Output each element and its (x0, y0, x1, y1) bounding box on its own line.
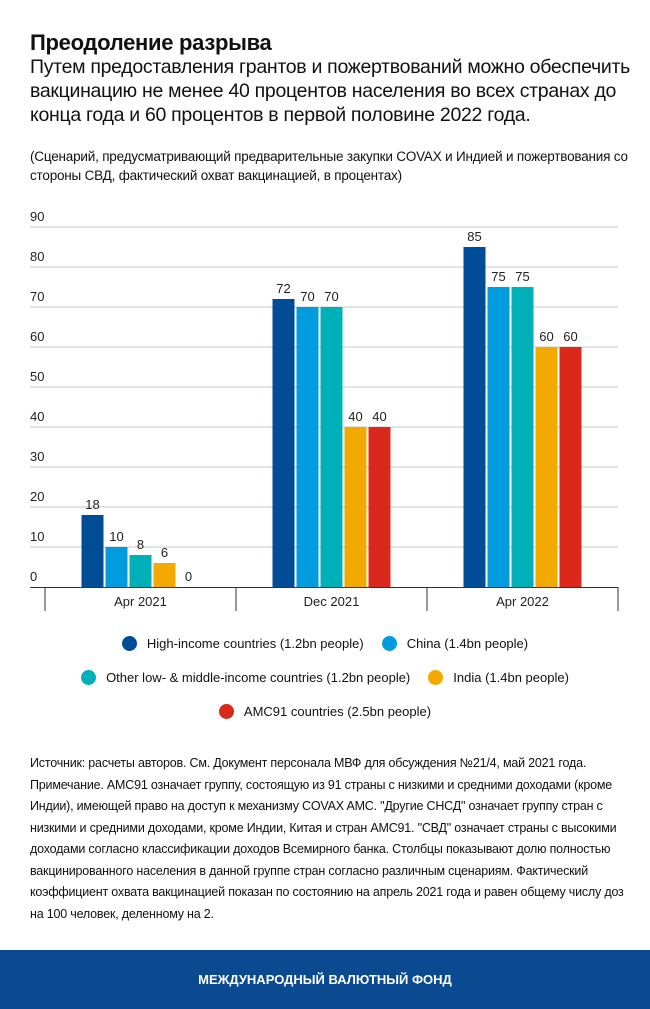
y-tick-label: 0 (30, 569, 37, 584)
bar (487, 287, 510, 587)
data-label: 70 (324, 289, 338, 304)
bar (344, 427, 367, 587)
chart-title: Преодоление разрыва (30, 30, 272, 55)
bar (81, 515, 104, 587)
legend-swatch (218, 704, 234, 719)
data-label: 8 (137, 537, 144, 552)
y-tick-label: 40 (30, 409, 44, 424)
y-tick-label: 60 (30, 329, 44, 344)
legend-item: AMC91 countries (2.5bn people) (218, 704, 432, 719)
chart-note: (Сценарий, предусматривающий предварител… (30, 149, 628, 183)
y-tick-label: 50 (30, 369, 44, 384)
y-tick-label: 30 (30, 449, 44, 464)
y-tick-label: 70 (30, 289, 44, 304)
legend-row: Other low- & middle-income countries (1.… (0, 670, 650, 685)
y-tick-label: 10 (30, 529, 44, 544)
bar (129, 555, 152, 587)
bar (535, 347, 558, 587)
x-tick-label: Dec 2021 (304, 594, 360, 609)
legend-item: High-income countries (1.2bn people) (121, 636, 364, 651)
bar (463, 247, 486, 587)
bar (368, 427, 391, 587)
bar (511, 287, 534, 587)
x-tick-label: Apr 2022 (496, 594, 549, 609)
legend-row: AMC91 countries (2.5bn people) (0, 704, 650, 719)
bar (105, 547, 128, 587)
data-label: 6 (161, 545, 168, 560)
data-label: 75 (515, 269, 529, 284)
bar (559, 347, 582, 587)
bar (296, 307, 319, 587)
data-label: 0 (185, 569, 192, 584)
data-label: 40 (348, 409, 362, 424)
data-label: 60 (563, 329, 577, 344)
data-label: 18 (85, 497, 99, 512)
legend-label: AMC91 countries (2.5bn people) (243, 704, 432, 719)
legend-label: High-income countries (1.2bn people) (146, 636, 364, 651)
data-label: 10 (109, 529, 123, 544)
bar (153, 563, 176, 587)
footer-banner: МЕЖДУНАРОДНЫЙ ВАЛЮТНЫЙ ФОНД (0, 950, 650, 1009)
legend-swatch (428, 670, 444, 685)
legend-item: India (1.4bn people) (428, 670, 569, 685)
legend-label: China (1.4bn people) (406, 636, 529, 651)
bar (272, 299, 295, 587)
data-label: 72 (276, 281, 290, 296)
x-tick-label: Apr 2021 (114, 594, 167, 609)
data-label: 85 (467, 229, 481, 244)
legend-swatch (121, 636, 137, 651)
data-label: 60 (539, 329, 553, 344)
legend-label: India (1.4bn people) (453, 670, 569, 685)
data-label: 75 (491, 269, 505, 284)
footer-label: МЕЖДУНАРОДНЫЙ ВАЛЮТНЫЙ ФОНД (198, 972, 452, 987)
data-label: 70 (300, 289, 314, 304)
data-label: 40 (372, 409, 386, 424)
legend-item: Other low- & middle-income countries (1.… (81, 670, 410, 685)
y-tick-label: 90 (30, 209, 44, 224)
legend-swatch (81, 670, 97, 685)
y-tick-label: 20 (30, 489, 44, 504)
source-note: Источник: расчеты авторов. См. Документ … (30, 756, 624, 921)
legend-swatch (381, 636, 397, 651)
legend-item: China (1.4bn people) (381, 636, 529, 651)
legend-label: Other low- & middle-income countries (1.… (106, 670, 411, 685)
bar (320, 307, 343, 587)
y-tick-label: 80 (30, 249, 44, 264)
chart-subtitle: Путем предоставления грантов и пожертвов… (30, 56, 630, 126)
legend-row: High-income countries (1.2bn people) Chi… (0, 636, 650, 651)
